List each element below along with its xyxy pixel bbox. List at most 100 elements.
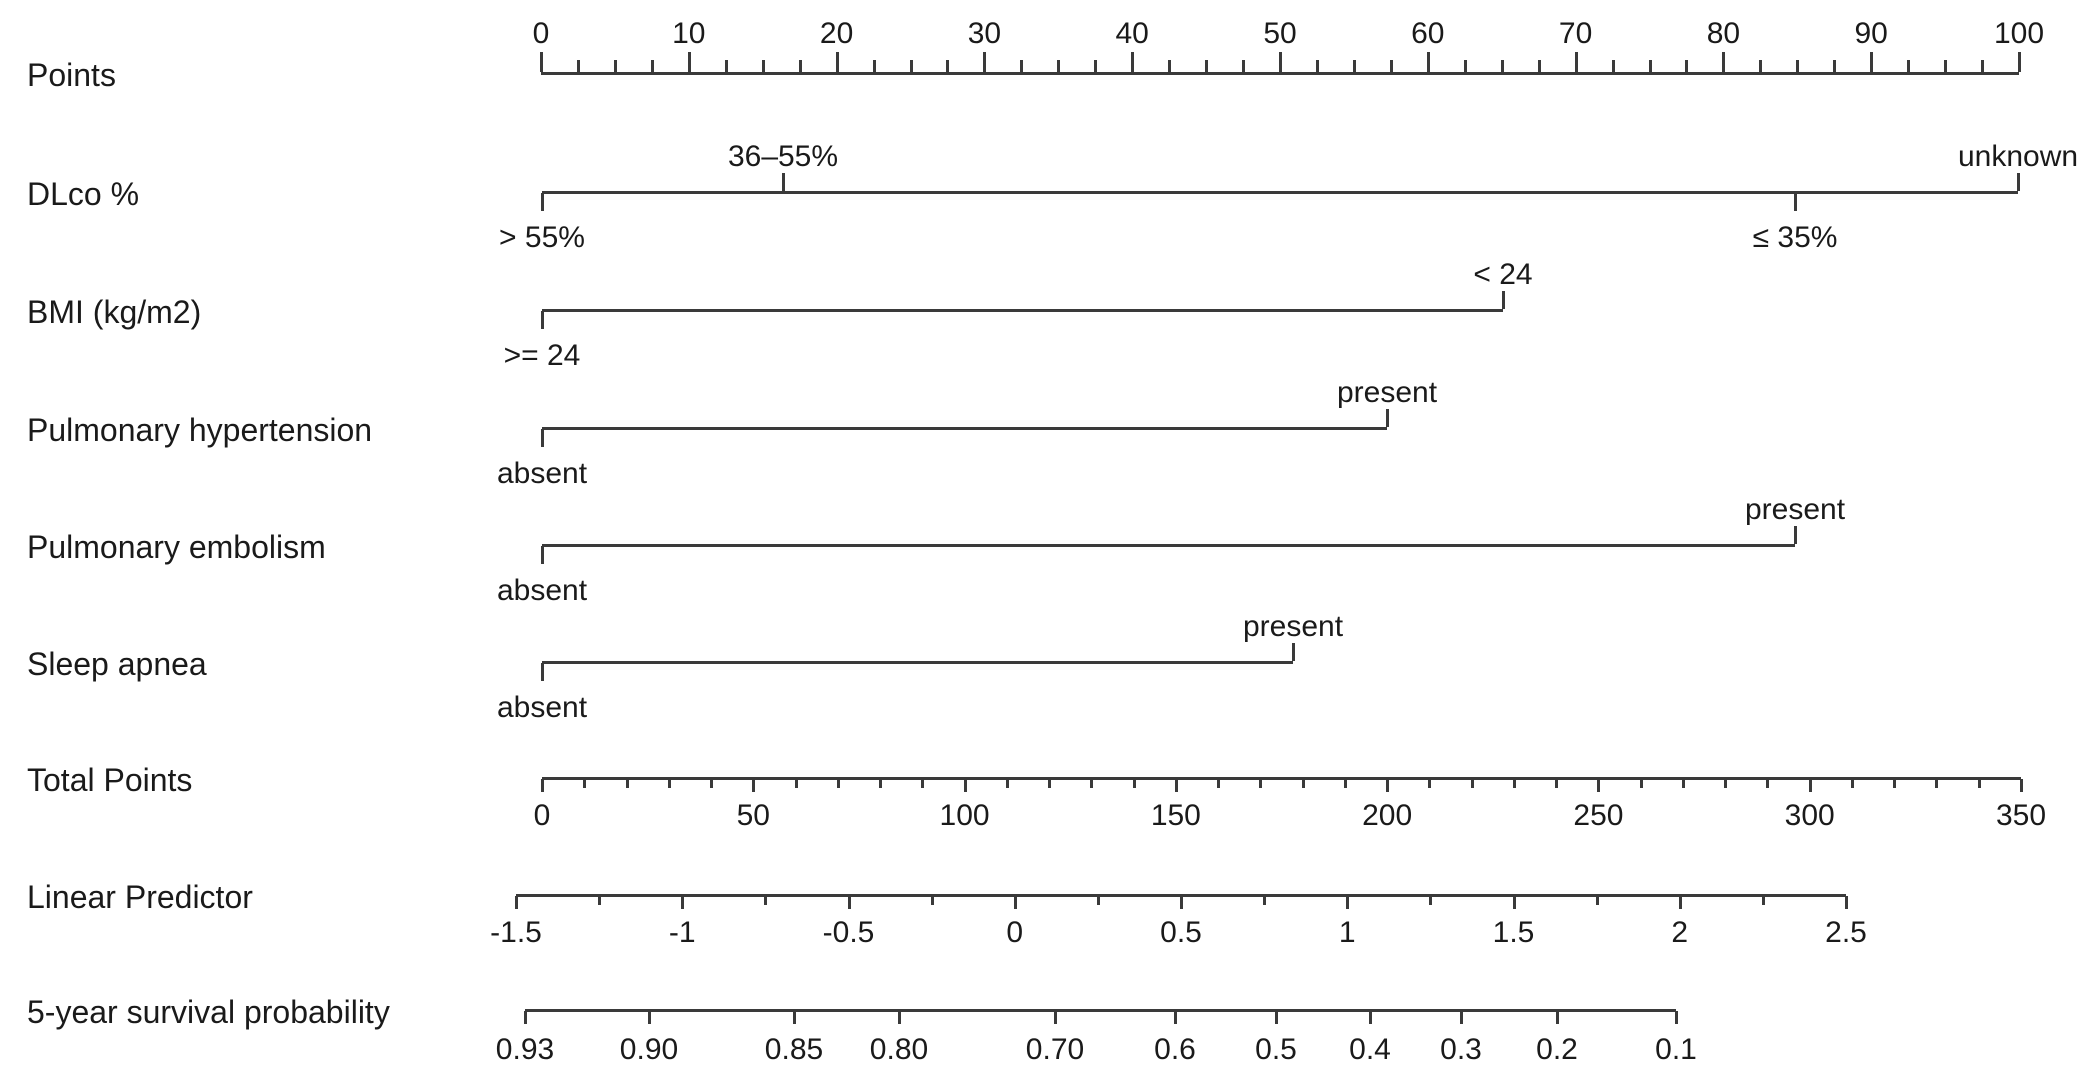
category-label-pulmonary-embolism: present <box>1744 493 1846 526</box>
major-tick-points <box>687 52 691 72</box>
minor-tick-points <box>1205 60 1209 72</box>
category-label-dlco: > 55% <box>499 221 585 254</box>
minor-tick-total-points <box>1850 779 1854 788</box>
major-tick-linear-predictor <box>681 896 685 909</box>
tick-label-points: 70 <box>1558 17 1593 50</box>
category-label-sleep-apnea: absent <box>496 691 588 724</box>
category-tick-dlco <box>1794 193 1797 211</box>
minor-tick-points <box>1796 60 1800 72</box>
value-label-survival: 0.90 <box>619 1033 679 1066</box>
value-tick-survival <box>524 1011 527 1024</box>
value-tick-survival <box>1460 1011 1463 1024</box>
minor-tick-total-points <box>1977 779 1981 788</box>
major-tick-total-points <box>1808 779 1812 792</box>
minor-tick-total-points <box>583 779 587 788</box>
minor-tick-points <box>946 60 950 72</box>
category-tick-dlco <box>2017 173 2020 191</box>
category-tick-sleep-apnea <box>541 663 544 681</box>
minor-tick-points <box>1685 60 1689 72</box>
minor-tick-total-points <box>1048 779 1052 788</box>
major-tick-points <box>1131 52 1135 72</box>
axis-line-bmi <box>542 309 1503 312</box>
minor-tick-total-points <box>1343 779 1347 788</box>
minor-tick-total-points <box>794 779 798 788</box>
minor-tick-total-points <box>625 779 629 788</box>
major-tick-linear-predictor <box>1013 896 1017 909</box>
axis-line-dlco <box>542 191 2018 194</box>
category-tick-pulmonary-hypertension <box>1386 409 1389 427</box>
minor-tick-total-points <box>1090 779 1094 788</box>
tick-label-linear-predictor: 1.5 <box>1492 916 1535 949</box>
value-label-survival: 0.1 <box>1655 1033 1697 1066</box>
row-label-survival: 5-year survival probability <box>27 994 390 1030</box>
category-tick-bmi <box>1502 291 1505 309</box>
value-label-survival: 0.4 <box>1349 1033 1391 1066</box>
major-tick-points <box>1722 52 1726 72</box>
tick-label-points: 80 <box>1706 17 1741 50</box>
axis-line-pulmonary-hypertension <box>542 427 1387 430</box>
category-label-sleep-apnea: present <box>1242 610 1344 643</box>
tick-label-points: 90 <box>1854 17 1888 50</box>
value-tick-survival <box>1174 1011 1177 1024</box>
minor-tick-total-points <box>667 779 671 788</box>
minor-tick-total-points <box>1681 779 1685 788</box>
minor-tick-points <box>1242 60 1246 72</box>
major-tick-total-points <box>1386 779 1390 792</box>
value-label-survival: 0.93 <box>495 1033 555 1066</box>
minor-tick-points <box>1537 60 1541 72</box>
axis-line-sleep-apnea <box>542 661 1293 664</box>
minor-tick-total-points <box>1555 779 1559 788</box>
tick-label-linear-predictor: 2 <box>1671 916 1689 949</box>
category-tick-sleep-apnea <box>1292 643 1295 661</box>
minor-tick-points <box>909 60 913 72</box>
major-tick-total-points <box>752 779 756 792</box>
tick-label-points: 50 <box>1263 17 1297 50</box>
value-tick-survival <box>793 1011 796 1024</box>
category-label-pulmonary-hypertension: present <box>1336 376 1438 409</box>
minor-tick-total-points <box>1512 779 1516 788</box>
minor-tick-points <box>1352 60 1356 72</box>
value-tick-survival <box>648 1011 651 1024</box>
minor-tick-points <box>1500 60 1504 72</box>
minor-tick-points <box>1463 60 1467 72</box>
tick-label-points: 10 <box>672 17 706 50</box>
minor-tick-linear-predictor <box>930 896 934 905</box>
minor-tick-total-points <box>1428 779 1432 788</box>
minor-tick-points <box>650 60 654 72</box>
minor-tick-points <box>613 60 617 72</box>
major-tick-linear-predictor <box>1346 896 1350 909</box>
minor-tick-total-points <box>1301 779 1305 788</box>
minor-tick-linear-predictor <box>1595 896 1599 905</box>
major-tick-total-points <box>2020 779 2023 792</box>
minor-tick-total-points <box>1639 779 1643 788</box>
tick-label-total-points: 250 <box>1573 799 1624 832</box>
minor-tick-total-points <box>1005 779 1009 788</box>
minor-tick-total-points <box>1259 779 1263 788</box>
minor-tick-points <box>1759 60 1763 72</box>
category-label-bmi: >= 24 <box>503 339 581 372</box>
tick-label-points: 40 <box>1115 17 1149 50</box>
minor-tick-total-points <box>1132 779 1136 788</box>
minor-tick-linear-predictor <box>1761 896 1765 905</box>
row-label-pulmonary-embolism: Pulmonary embolism <box>27 529 326 565</box>
value-label-survival: 0.80 <box>869 1033 929 1066</box>
value-label-survival: 0.3 <box>1440 1033 1482 1066</box>
minor-tick-points <box>1020 60 1024 72</box>
category-label-dlco: unknown <box>1957 140 2079 173</box>
axis-line-total-points <box>542 777 2021 780</box>
value-tick-survival <box>1556 1011 1559 1024</box>
tick-label-linear-predictor: -1.5 <box>490 916 542 949</box>
major-tick-linear-predictor <box>1512 896 1516 909</box>
minor-tick-points <box>872 60 876 72</box>
minor-tick-linear-predictor <box>1263 896 1267 905</box>
minor-tick-points <box>1094 60 1098 72</box>
major-tick-points <box>1279 52 1282 72</box>
minor-tick-total-points <box>836 779 840 788</box>
major-tick-linear-predictor <box>1678 896 1682 909</box>
category-tick-bmi <box>541 311 544 329</box>
tick-label-total-points: 350 <box>1995 799 2047 832</box>
minor-tick-points <box>576 60 580 72</box>
row-label-pulmonary-hypertension: Pulmonary hypertension <box>27 412 373 448</box>
minor-tick-points <box>1981 60 1985 72</box>
